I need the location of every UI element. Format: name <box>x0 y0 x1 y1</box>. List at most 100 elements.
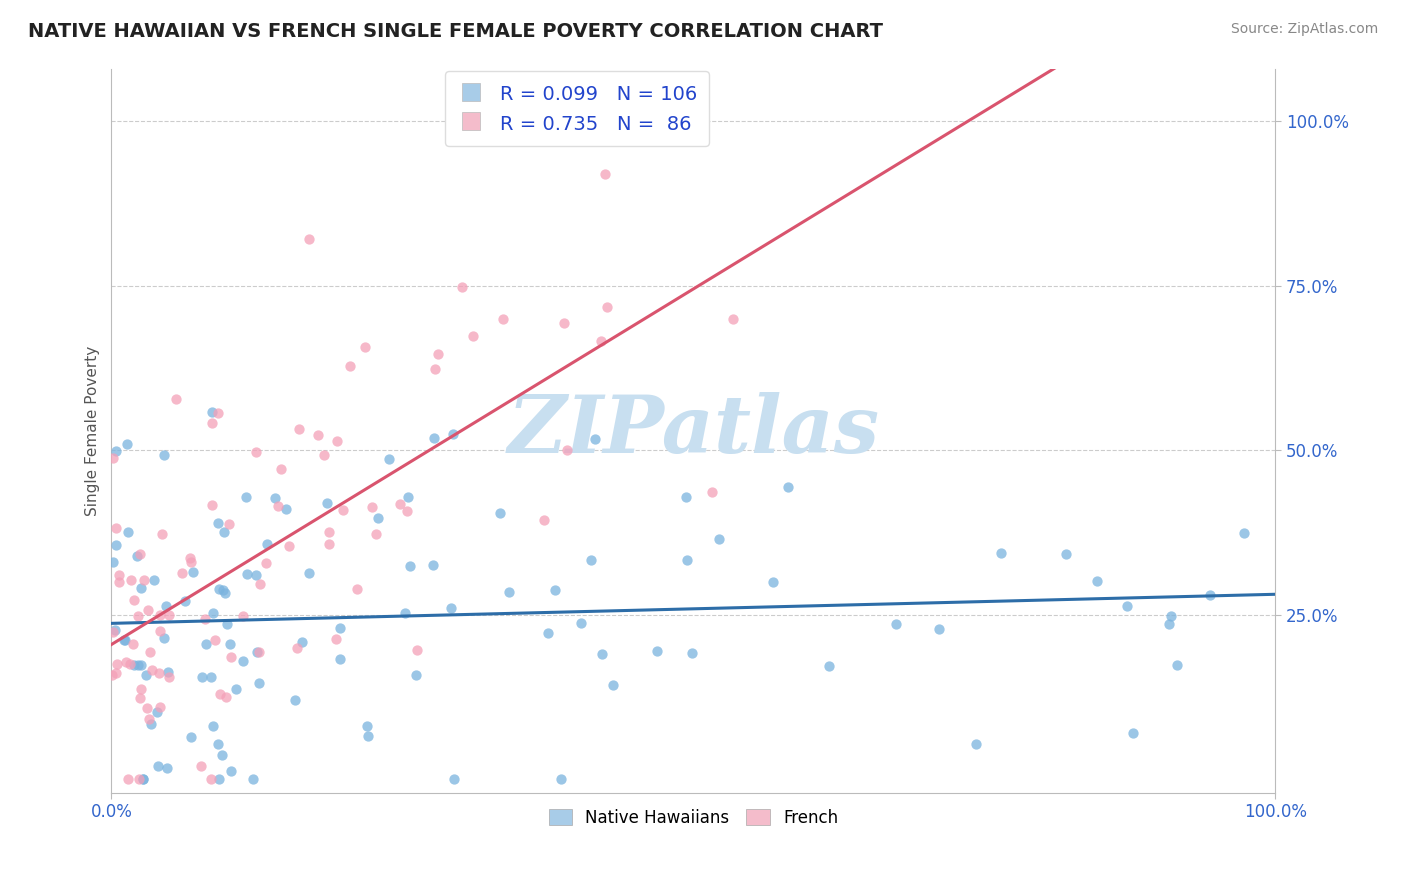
Point <box>361 500 384 514</box>
Point <box>225 681 247 696</box>
Point <box>105 657 128 671</box>
Point <box>146 705 169 719</box>
Text: ZIPatlas: ZIPatlas <box>508 392 880 469</box>
Point <box>1232 525 1254 540</box>
Point <box>394 606 416 620</box>
Point <box>201 416 224 430</box>
Point <box>104 520 127 534</box>
Point <box>101 451 124 466</box>
Point <box>215 616 238 631</box>
Point <box>157 670 180 684</box>
Point <box>555 442 578 457</box>
Point <box>1122 726 1144 740</box>
Point <box>700 485 723 500</box>
Point <box>569 615 592 630</box>
Point <box>200 670 222 684</box>
Point <box>579 553 602 567</box>
Text: NATIVE HAWAIIAN VS FRENCH SINGLE FEMALE POVERTY CORRELATION CHART: NATIVE HAWAIIAN VS FRENCH SINGLE FEMALE … <box>28 22 883 41</box>
Point <box>124 593 146 607</box>
Point <box>928 622 950 636</box>
Point <box>316 495 339 509</box>
Point <box>139 645 162 659</box>
Point <box>148 666 170 681</box>
Point <box>208 772 231 787</box>
Point <box>129 581 152 595</box>
Point <box>270 462 292 476</box>
Point <box>114 633 136 648</box>
Point <box>591 334 613 349</box>
Point <box>329 621 352 635</box>
Point <box>591 648 613 662</box>
Point <box>131 682 153 697</box>
Point <box>245 445 267 459</box>
Point <box>232 654 254 668</box>
Point <box>148 759 170 773</box>
Point <box>125 549 148 563</box>
Point <box>122 658 145 673</box>
Point <box>443 772 465 787</box>
Point <box>115 655 138 669</box>
Point <box>136 602 159 616</box>
Point <box>108 567 131 582</box>
Point <box>332 503 354 517</box>
Point <box>533 513 555 527</box>
Point <box>1054 547 1077 561</box>
Point <box>318 537 340 551</box>
Point <box>602 678 624 692</box>
Point <box>364 526 387 541</box>
Point <box>207 516 229 530</box>
Point <box>399 559 422 574</box>
Point <box>155 599 177 614</box>
Point <box>378 452 401 467</box>
Point <box>544 583 567 598</box>
Point <box>425 362 447 376</box>
Point <box>396 490 419 504</box>
Point <box>596 300 619 314</box>
Point <box>762 574 785 589</box>
Point <box>194 612 217 626</box>
Point <box>276 501 298 516</box>
Point <box>117 772 139 787</box>
Point <box>965 737 987 751</box>
Point <box>423 431 446 445</box>
Point <box>172 566 194 580</box>
Point <box>132 772 155 787</box>
Point <box>990 546 1012 560</box>
Point <box>180 730 202 744</box>
Point <box>441 427 464 442</box>
Point <box>190 758 212 772</box>
Point <box>121 637 143 651</box>
Point <box>339 359 361 373</box>
Point <box>314 448 336 462</box>
Point <box>201 405 224 419</box>
Point <box>127 608 149 623</box>
Point <box>201 719 224 733</box>
Point <box>153 448 176 462</box>
Point <box>174 594 197 608</box>
Point <box>219 649 242 664</box>
Legend: Native Hawaiians, French: Native Hawaiians, French <box>540 800 846 835</box>
Point <box>195 637 218 651</box>
Point <box>329 652 352 666</box>
Point <box>200 772 222 787</box>
Point <box>285 640 308 655</box>
Point <box>1116 599 1139 613</box>
Point <box>134 573 156 587</box>
Point <box>307 427 329 442</box>
Point <box>112 633 135 648</box>
Point <box>218 516 240 531</box>
Point <box>180 555 202 569</box>
Point <box>129 657 152 672</box>
Point <box>121 573 143 587</box>
Point <box>142 573 165 587</box>
Point <box>676 553 699 567</box>
Point <box>215 690 238 705</box>
Y-axis label: Single Female Poverty: Single Female Poverty <box>86 345 100 516</box>
Point <box>104 624 127 638</box>
Point <box>291 635 314 649</box>
Point <box>232 609 254 624</box>
Point <box>284 692 307 706</box>
Point <box>105 666 128 681</box>
Point <box>440 600 463 615</box>
Point <box>242 772 264 787</box>
